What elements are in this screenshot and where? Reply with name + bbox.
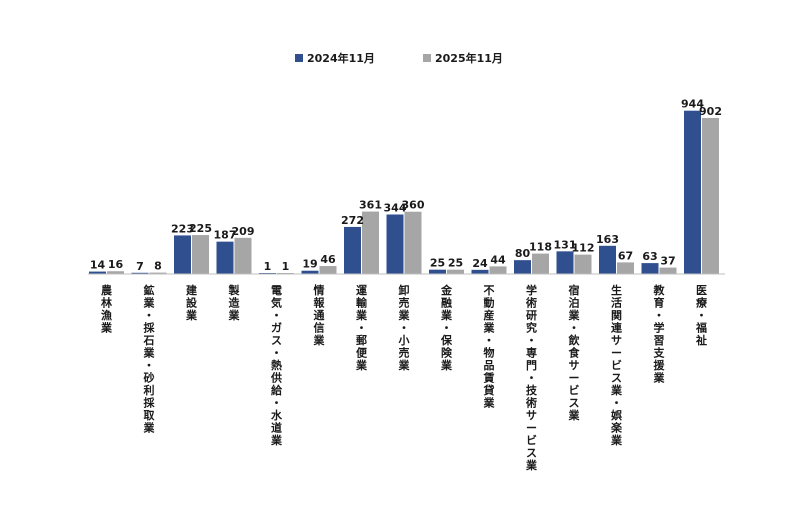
value-label-2025-4: 1 xyxy=(282,260,290,273)
category-label-5: 情報通信業 xyxy=(313,283,326,347)
legend-swatch-2024 xyxy=(295,54,303,62)
category-label-14: 医療・福祉 xyxy=(695,284,708,347)
value-label-2024-5: 19 xyxy=(302,258,317,271)
bar-2025-11 xyxy=(574,254,592,274)
bar-2024-14 xyxy=(684,110,701,274)
bar-2025-6 xyxy=(362,211,379,274)
value-label-2024-2: 223 xyxy=(171,222,194,235)
bar-2025-3 xyxy=(234,237,252,274)
bar-2025-9 xyxy=(489,266,507,274)
category-label-7: 卸売業・小売業 xyxy=(398,283,411,372)
bar-2024-0 xyxy=(89,271,106,274)
bar-2024-5 xyxy=(301,270,319,274)
bar-2025-5 xyxy=(319,266,337,274)
bar-2024-9 xyxy=(471,269,489,274)
bar-2025-1 xyxy=(149,272,167,274)
legend-swatch-2025 xyxy=(423,54,431,62)
category-label-12: 生活関連サービス業・娯楽業 xyxy=(610,283,623,447)
bar-2025-13 xyxy=(659,267,677,274)
bar-2024-13 xyxy=(641,263,659,274)
bar-2025-14 xyxy=(702,117,719,274)
value-label-2024-14: 944 xyxy=(681,98,704,111)
category-label-11: 宿泊業・飲食サービス業 xyxy=(568,283,581,422)
value-label-2025-7: 360 xyxy=(402,199,425,212)
bar-2025-10 xyxy=(532,253,549,274)
value-label-2024-6: 272 xyxy=(341,214,364,227)
category-label-3: 製造業 xyxy=(228,283,241,322)
value-label-2024-8: 25 xyxy=(430,257,445,270)
value-label-2025-14: 902 xyxy=(699,105,722,118)
bar-2024-2 xyxy=(174,235,191,274)
value-label-2024-11: 131 xyxy=(554,238,577,251)
value-label-2025-8: 25 xyxy=(448,257,463,270)
bar-2024-11 xyxy=(556,251,574,274)
bar-2024-8 xyxy=(429,269,446,274)
bar-2024-12 xyxy=(599,245,616,274)
value-label-2025-11: 112 xyxy=(572,242,595,255)
value-label-2024-3: 187 xyxy=(214,229,237,242)
value-label-2025-2: 225 xyxy=(189,222,212,235)
category-label-8: 金融業・保険業 xyxy=(440,283,453,372)
bar-2024-7 xyxy=(386,214,404,274)
bar-2024-10 xyxy=(514,260,531,274)
category-label-13: 教育・学習支援業 xyxy=(653,283,666,385)
bar-2024-1 xyxy=(131,272,149,274)
bar-2024-3 xyxy=(216,241,234,274)
category-label-1: 鉱業・採石業・砂利採取業 xyxy=(143,283,156,435)
value-label-2025-5: 46 xyxy=(320,253,336,266)
value-label-2025-13: 37 xyxy=(660,255,675,268)
bar-2025-12 xyxy=(617,262,634,274)
bar-2025-7 xyxy=(404,211,422,274)
value-label-2025-12: 67 xyxy=(618,249,633,262)
legend: 2024年11月 2025年11月 xyxy=(295,51,503,65)
bar-2025-0 xyxy=(107,271,124,274)
value-label-2024-12: 163 xyxy=(596,233,619,246)
value-label-2025-1: 8 xyxy=(154,260,162,273)
bar-2025-8 xyxy=(447,269,464,274)
value-label-2024-10: 80 xyxy=(515,247,531,260)
value-label-2025-9: 44 xyxy=(490,253,506,266)
value-label-2024-1: 7 xyxy=(136,260,144,273)
value-label-2024-0: 14 xyxy=(90,259,106,272)
value-label-2025-3: 209 xyxy=(232,225,255,238)
legend-label-2024: 2024年11月 xyxy=(307,51,375,65)
value-label-2025-10: 118 xyxy=(529,241,552,254)
category-labels: 農林漁業 鉱業・採石業・砂利採取業 建設業 製造業 電気・ガス・熱供給・水道業 情報通信業… xyxy=(100,283,708,472)
bar-2025-2 xyxy=(192,235,209,274)
value-label-2025-6: 361 xyxy=(359,199,382,212)
category-label-10: 学術研究・専門・技術サービス業 xyxy=(525,283,538,472)
category-label-0: 農林漁業 xyxy=(100,283,113,335)
category-label-9: 不動産業・物品賃貸業 xyxy=(483,284,496,410)
legend-label-2025: 2025年11月 xyxy=(435,51,503,65)
value-label-2024-7: 344 xyxy=(384,201,407,214)
value-label-2025-0: 16 xyxy=(108,258,124,271)
category-label-2: 建設業 xyxy=(185,283,198,322)
bar-2024-6 xyxy=(344,226,361,274)
value-label-2024-9: 24 xyxy=(472,257,488,270)
category-label-4: 電気・ガス・熱供給・水道業 xyxy=(270,284,283,447)
category-label-6: 運輸業・郵便業 xyxy=(355,284,368,372)
value-label-2024-4: 1 xyxy=(264,260,272,273)
bars xyxy=(89,110,719,274)
value-label-2024-13: 63 xyxy=(642,250,657,263)
